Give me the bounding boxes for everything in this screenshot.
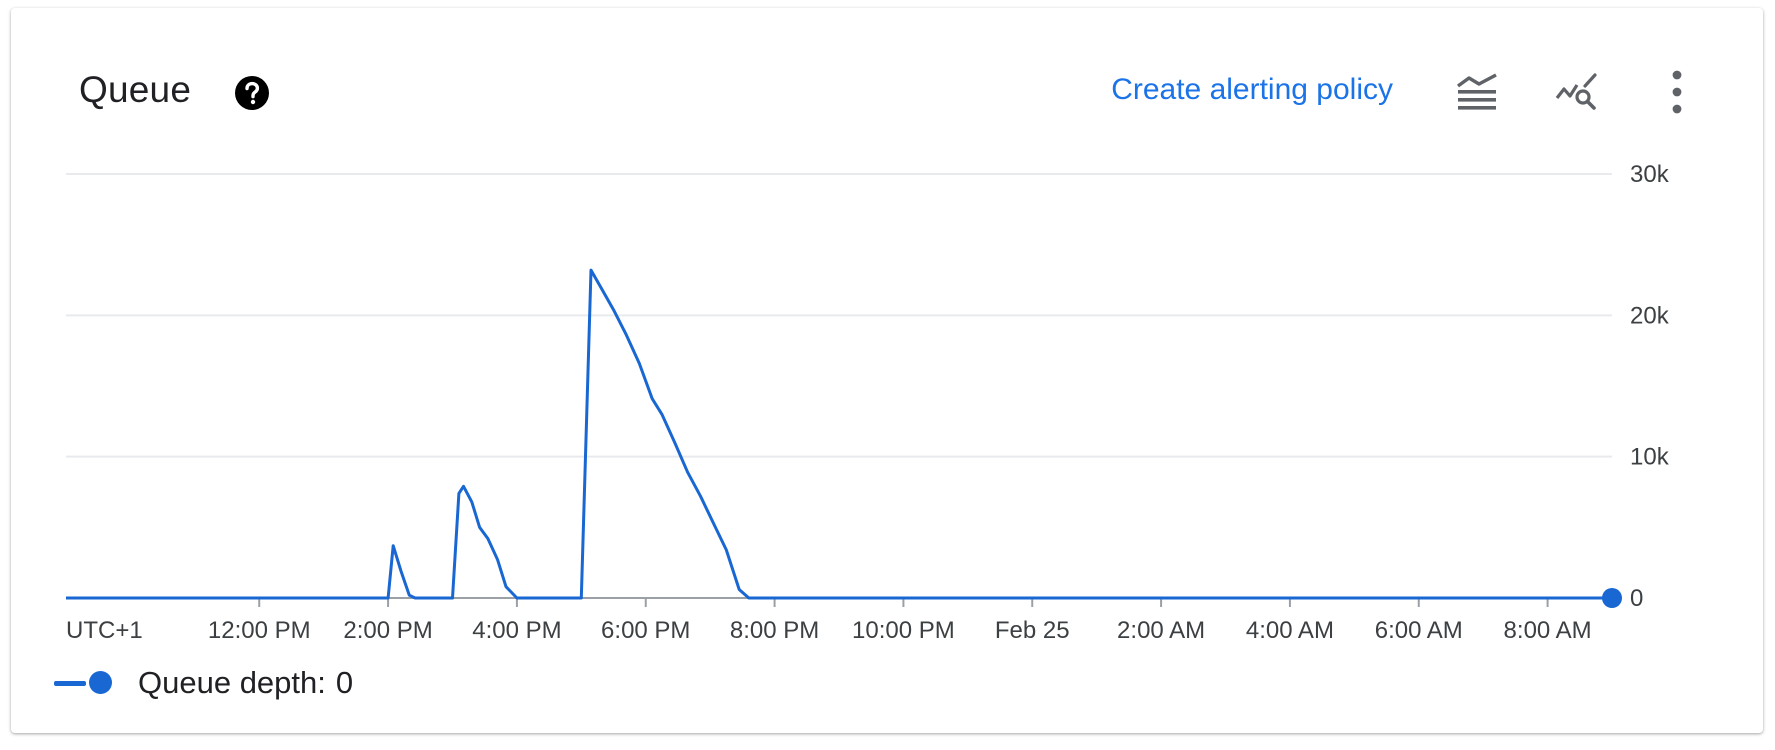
y-tick-label: 10k <box>1630 444 1670 471</box>
y-tick-label: 0 <box>1630 585 1643 612</box>
x-tick-label: 6:00 AM <box>1375 617 1463 644</box>
legend-series-swatch <box>54 670 112 696</box>
create-alerting-policy-link[interactable]: Create alerting policy <box>1111 73 1393 106</box>
explore-query-button[interactable] <box>1551 66 1603 118</box>
x-tick-label: 8:00 PM <box>730 617 819 644</box>
chart-card: Queue Create alerting policy <box>11 8 1763 733</box>
explore-query-icon <box>1555 72 1599 112</box>
more-options-button[interactable] <box>1651 66 1703 118</box>
legend-toggle-icon <box>1455 72 1499 112</box>
chart-legend: Queue depth: 0 <box>54 661 353 705</box>
help-circle-icon[interactable] <box>234 75 270 111</box>
x-tick-label: 4:00 PM <box>472 617 561 644</box>
legend-series-name: Queue depth: <box>138 665 326 700</box>
legend-toggle-button[interactable] <box>1451 66 1503 118</box>
series-line-queue-depth <box>66 268 1612 600</box>
series-last-point <box>1602 588 1622 608</box>
y-tick-label: 30k <box>1630 161 1670 188</box>
more-vert-icon <box>1669 70 1685 114</box>
x-tick-label: 12:00 PM <box>208 617 311 644</box>
x-tick-label: 10:00 PM <box>852 617 955 644</box>
chart-title: Queue <box>79 69 192 110</box>
timezone-label: UTC+1 <box>66 617 143 644</box>
legend-current-value: 0 <box>335 665 354 700</box>
x-tick-label: 2:00 PM <box>343 617 432 644</box>
y-tick-label: 20k <box>1630 302 1670 329</box>
x-tick-label: 6:00 PM <box>601 617 690 644</box>
x-tick-label: Feb 25 <box>995 617 1070 644</box>
x-tick-label: 2:00 AM <box>1117 617 1205 644</box>
x-tick-label: 8:00 AM <box>1504 617 1592 644</box>
x-tick-label: 4:00 AM <box>1246 617 1334 644</box>
